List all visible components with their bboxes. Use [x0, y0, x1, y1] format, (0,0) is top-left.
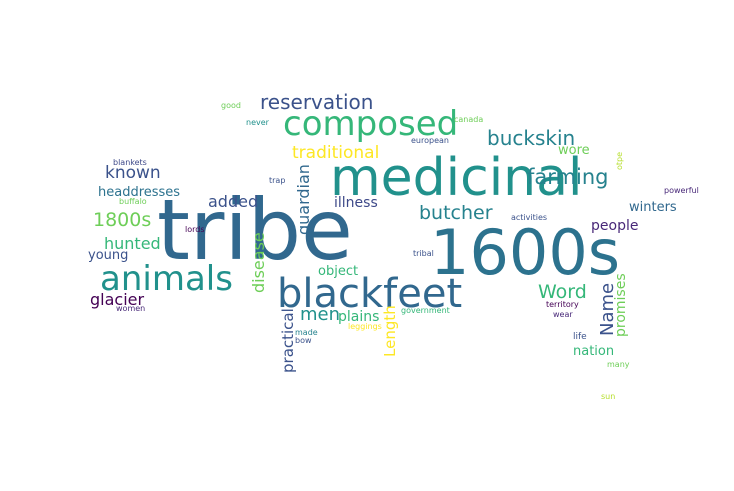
- word-guardian: guardian: [294, 164, 313, 235]
- word-canada: canada: [454, 115, 484, 124]
- word-young: young: [88, 248, 129, 263]
- word-lords: lords: [185, 225, 205, 234]
- word-practical: practical: [279, 308, 297, 373]
- word-composed: composed: [283, 104, 459, 144]
- word-men: men: [300, 304, 341, 325]
- word-european: european: [411, 136, 449, 145]
- word-powerful: powerful: [664, 186, 699, 195]
- word-nation: nation: [573, 344, 615, 359]
- word-life: life: [573, 332, 587, 342]
- word-disease: disease: [249, 232, 268, 293]
- word-blackfeet: blackfeet: [277, 271, 463, 317]
- word-otpe: otpe: [615, 151, 624, 170]
- word-word: Word: [538, 281, 587, 303]
- word-buffalo: buffalo: [119, 197, 147, 206]
- word-tribe: tribe: [157, 181, 353, 279]
- word-tribal: tribal: [413, 249, 434, 258]
- word-people: people: [591, 218, 639, 234]
- word-plains: plains: [338, 309, 380, 325]
- word-made: made: [295, 328, 318, 337]
- word-wore: wore: [558, 143, 590, 158]
- word-winters: winters: [629, 200, 677, 215]
- word-good: good: [221, 101, 241, 110]
- word-length: Length: [381, 305, 399, 357]
- word-blankets: blankets: [113, 158, 147, 167]
- word-1600s: 1600s: [430, 216, 621, 289]
- word-activities: activities: [511, 213, 548, 222]
- word-animals: animals: [100, 259, 233, 299]
- word-promises: promises: [613, 273, 629, 337]
- word-buckskin: buckskin: [487, 126, 576, 150]
- word-trap: trap: [269, 176, 286, 185]
- word-known: known: [105, 163, 161, 183]
- word-medicinal: medicinal: [330, 148, 583, 208]
- word-reservation: reservation: [260, 90, 374, 114]
- word-leggings: leggings: [348, 322, 382, 331]
- word-headdresses: headdresses: [98, 185, 181, 200]
- word-hunted: hunted: [104, 234, 161, 253]
- word-bow: bow: [295, 336, 312, 345]
- word-farming: farming: [527, 165, 609, 189]
- word-many: many: [607, 360, 630, 369]
- word-wear: wear: [553, 310, 573, 319]
- word-1800s: 1800s: [93, 209, 152, 231]
- word-added: added: [208, 192, 259, 211]
- word-traditional: traditional: [292, 143, 380, 163]
- word-illness: illness: [334, 195, 378, 211]
- word-women: women: [116, 304, 146, 313]
- word-government: government: [401, 306, 450, 315]
- word-sun: sun: [601, 392, 616, 401]
- word-butcher: butcher: [419, 202, 493, 224]
- word-glacier: glacier: [90, 290, 145, 309]
- word-never: never: [246, 118, 269, 127]
- word-territory: territory: [546, 300, 579, 309]
- word-object: object: [318, 264, 359, 279]
